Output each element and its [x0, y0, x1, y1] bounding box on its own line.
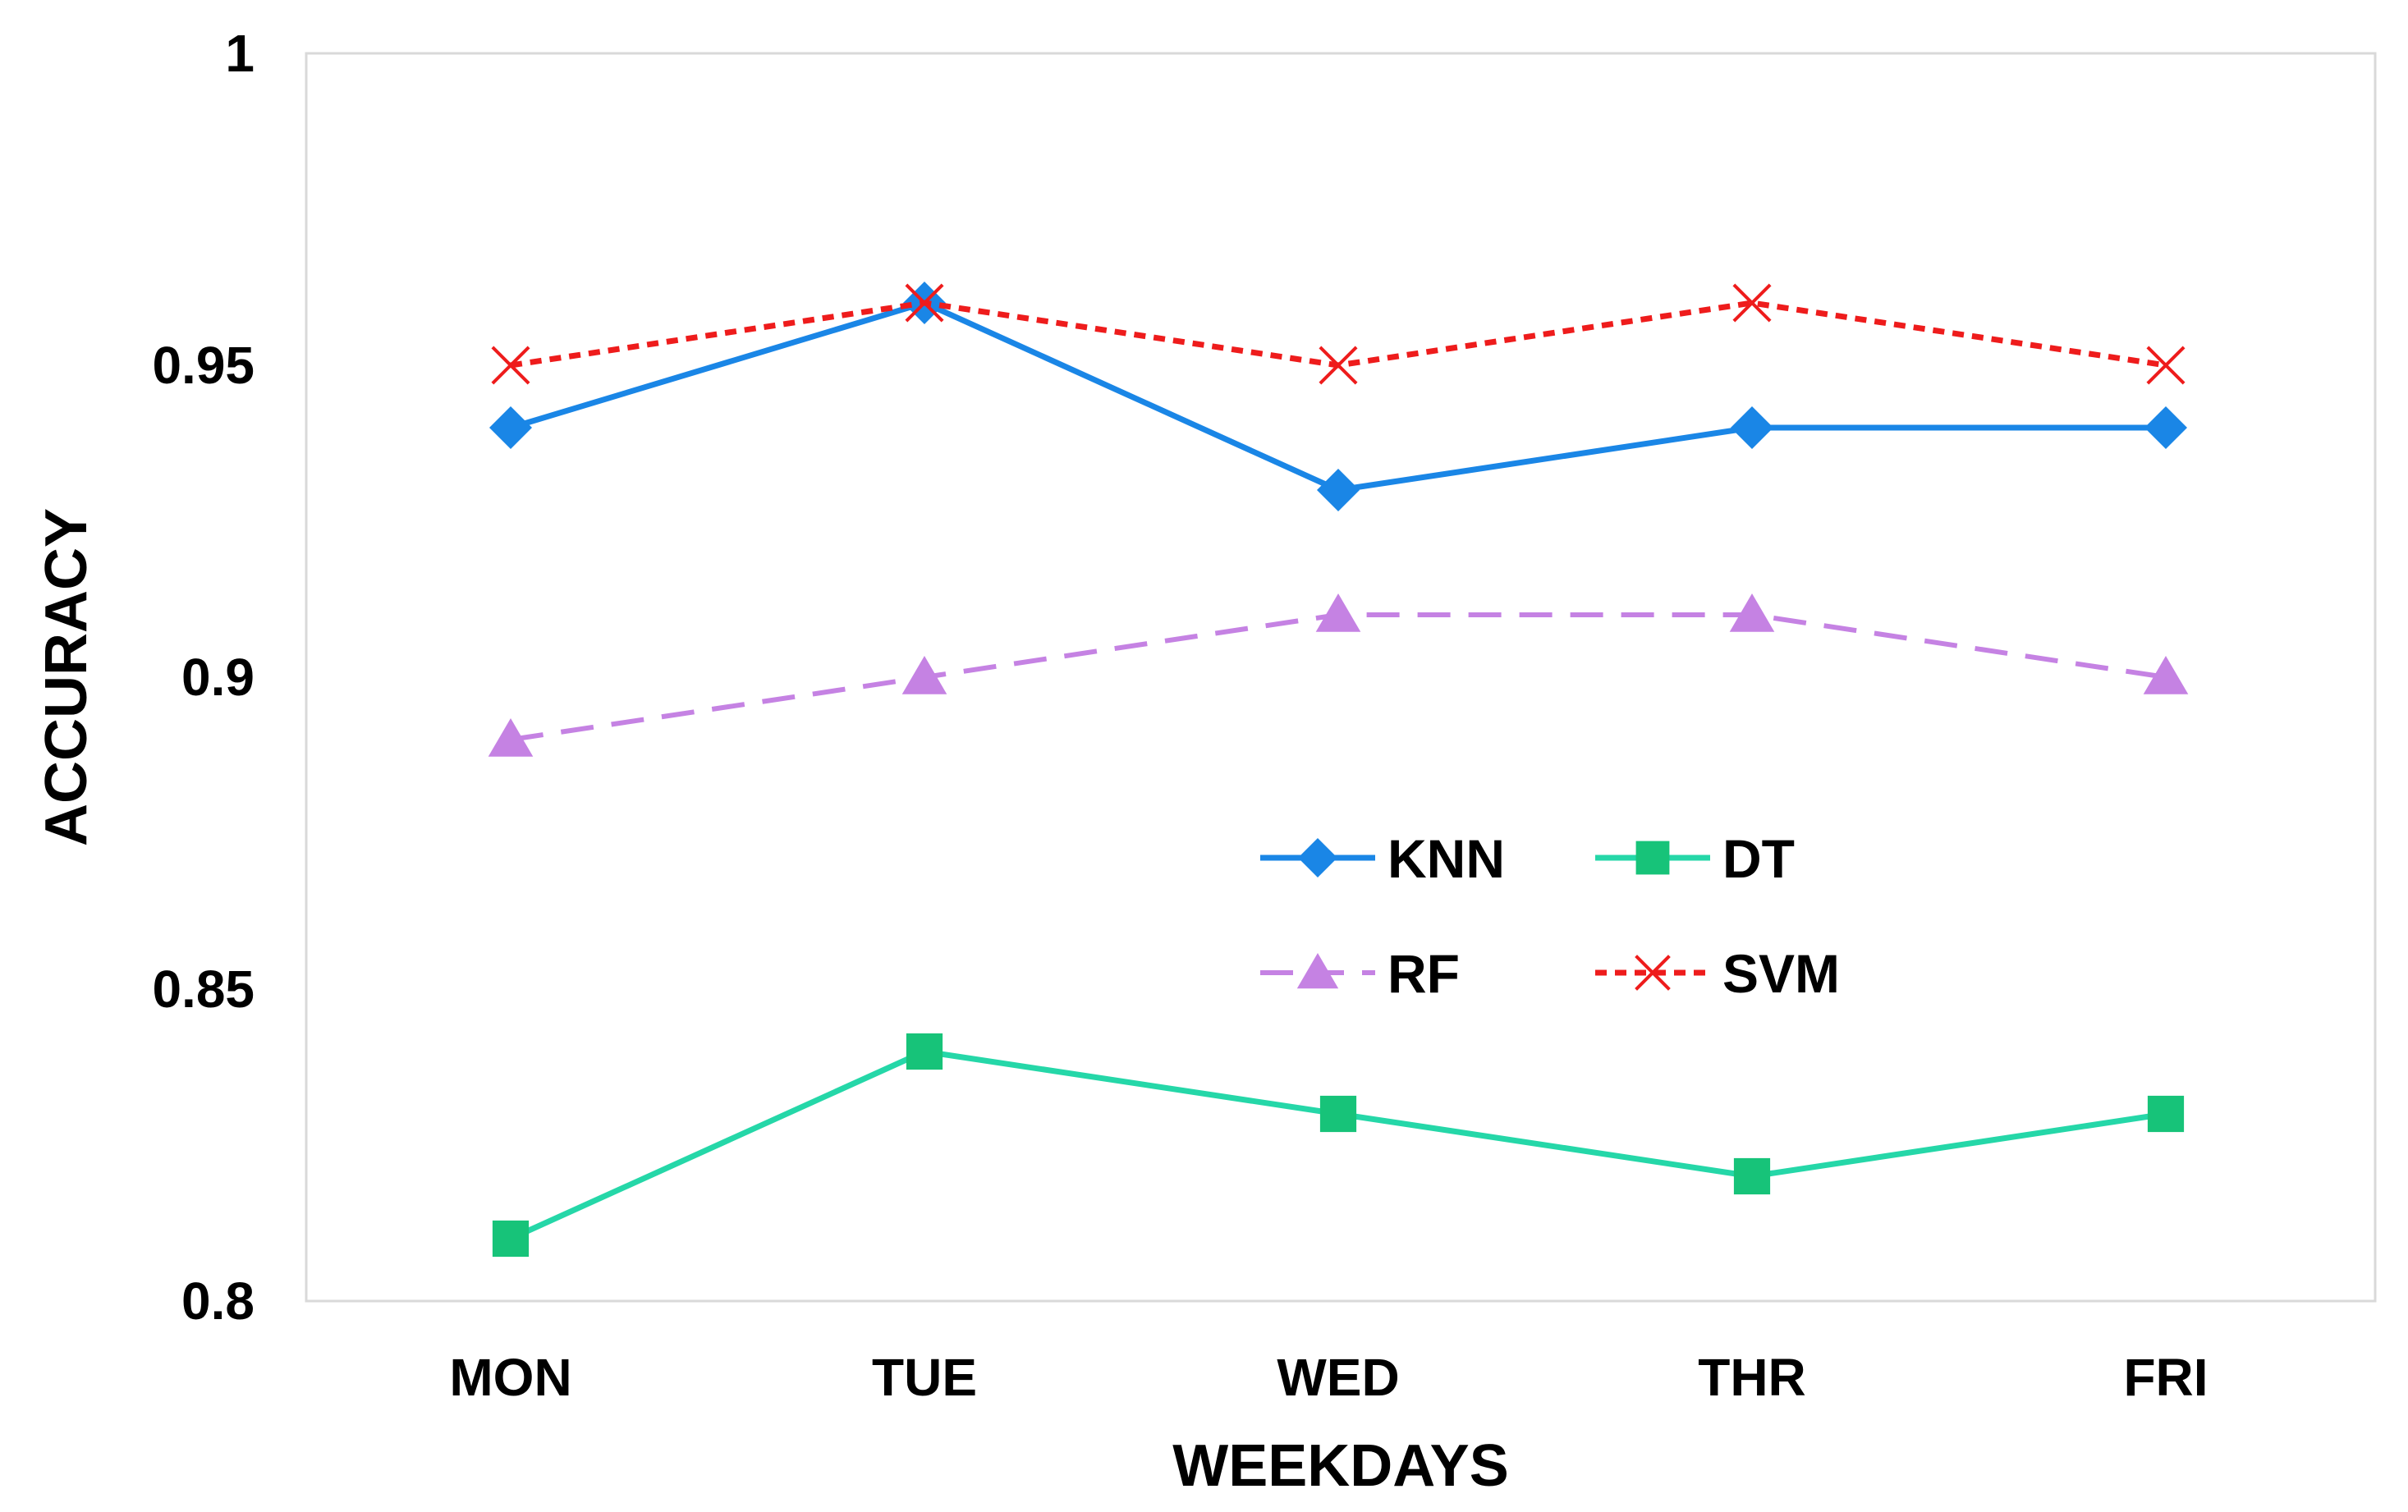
series-rf: [488, 593, 2189, 757]
y-tick-label: 0.8: [181, 1271, 255, 1331]
series-layer: [488, 282, 2189, 1258]
legend-label: KNN: [1387, 828, 1505, 889]
marker-diamond: [1317, 469, 1360, 511]
x-tick-label: THR: [1698, 1348, 1806, 1407]
legend-label: DT: [1722, 828, 1795, 889]
marker-triangle: [901, 656, 947, 694]
series-dt: [492, 1033, 2185, 1258]
marker-x: [1732, 283, 1772, 323]
y-tick-label: 0.9: [181, 648, 255, 707]
legend-item-rf: RF: [1260, 943, 1460, 1004]
marker-diamond: [1731, 406, 1773, 449]
legend-item-knn: KNN: [1260, 828, 1505, 889]
marker-x: [905, 283, 944, 323]
x-tick-label: WED: [1277, 1348, 1399, 1407]
marker-x: [491, 346, 530, 385]
marker-diamond: [489, 406, 532, 449]
marker-x: [2146, 346, 2186, 385]
marker-triangle: [1315, 593, 1361, 632]
x-tick-label: TUE: [872, 1348, 977, 1407]
marker-triangle: [1729, 593, 1775, 632]
marker-diamond: [2144, 406, 2187, 449]
x-axis-title: WEEKDAYS: [1172, 1433, 1508, 1499]
marker-diamond: [1298, 838, 1337, 877]
marker-square: [492, 1220, 530, 1258]
y-axis-title: ACCURACY: [34, 508, 99, 846]
marker-square: [1319, 1095, 1357, 1133]
plot-area: [305, 52, 2377, 1303]
marker-triangle: [488, 718, 534, 757]
legend-label: SVM: [1722, 943, 1840, 1004]
marker-x: [1635, 955, 1671, 991]
marker-square: [906, 1033, 943, 1070]
marker-square: [1733, 1157, 1771, 1195]
y-tick-label: 0.85: [152, 960, 255, 1019]
x-tick-label: MON: [449, 1348, 571, 1407]
y-axis-ticks: 0.8 0.85 0.9 0.95 1: [152, 24, 255, 1331]
legend: KNN DT RF SVM: [1260, 828, 1840, 1004]
legend-item-dt: DT: [1595, 828, 1795, 889]
series-svm: [491, 283, 2186, 385]
marker-square: [1635, 841, 1670, 875]
y-tick-label: 1: [225, 24, 255, 83]
x-axis-ticks: MON TUE WED THR FRI: [449, 1348, 2208, 1407]
y-tick-label: 0.95: [152, 336, 255, 395]
marker-triangle: [1296, 953, 1339, 989]
marker-triangle: [2143, 656, 2189, 694]
legend-label: RF: [1387, 943, 1460, 1004]
legend-item-svm: SVM: [1595, 943, 1840, 1004]
marker-square: [2147, 1095, 2185, 1133]
x-tick-label: FRI: [2123, 1348, 2208, 1407]
marker-x: [1319, 346, 1358, 385]
